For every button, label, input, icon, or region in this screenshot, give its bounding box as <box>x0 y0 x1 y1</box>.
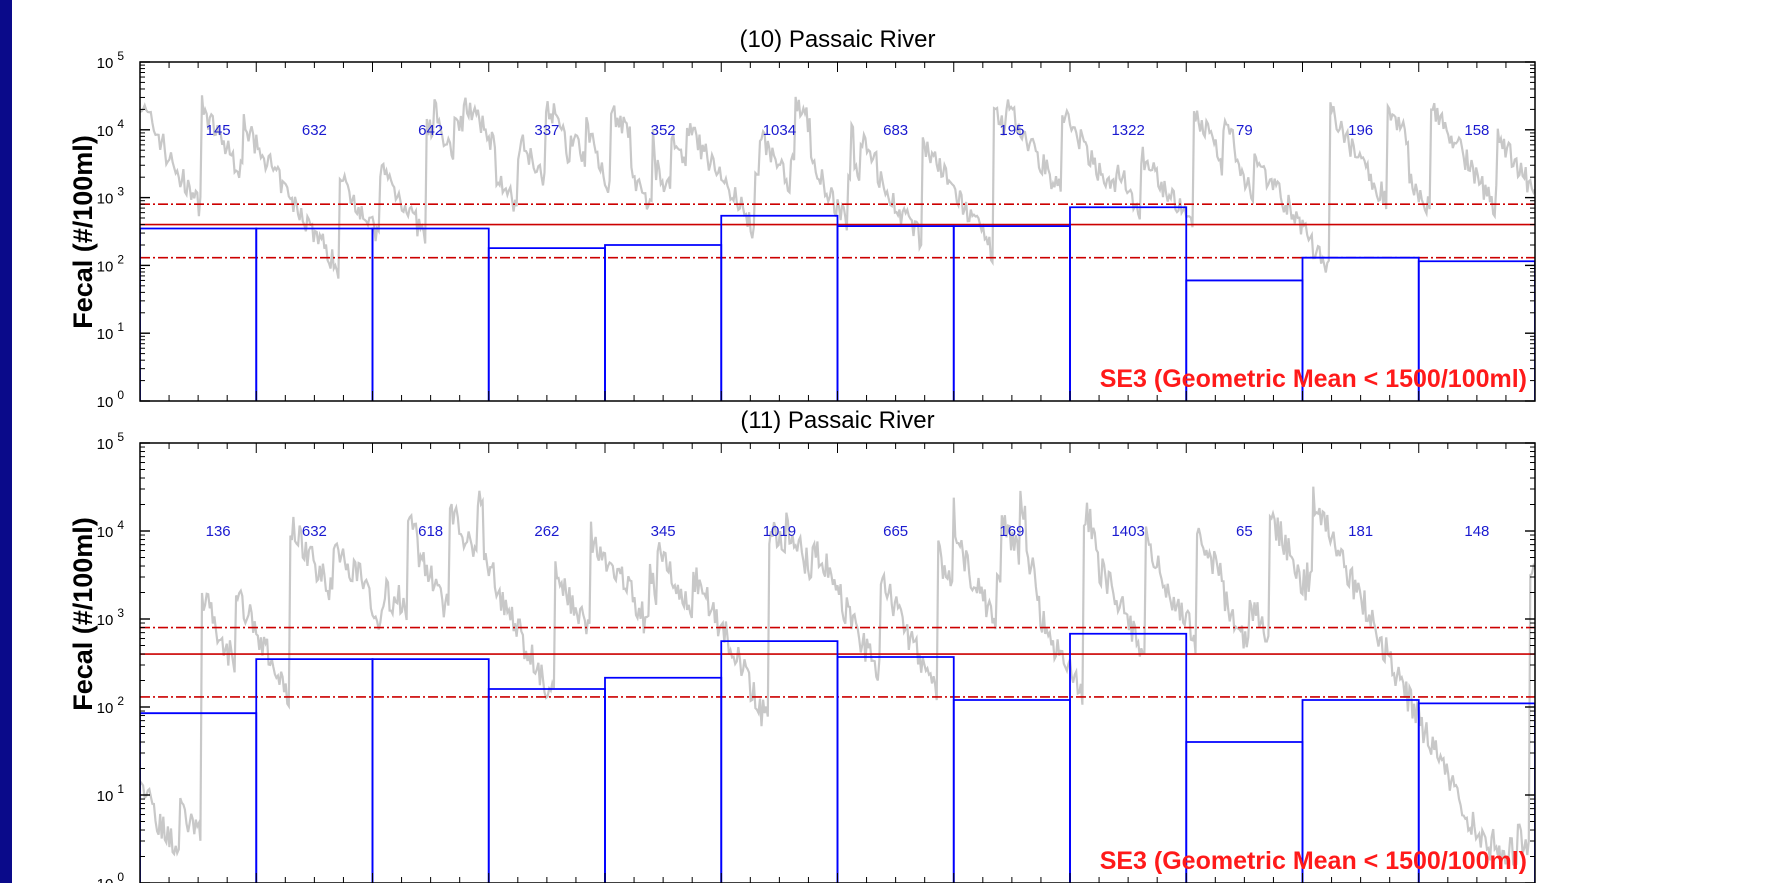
plot-area <box>140 486 1535 883</box>
period-count-11: 196 <box>1348 122 1373 139</box>
period-count-9: 1403 <box>1111 523 1144 540</box>
geometric-mean-bar-7 <box>836 225 955 401</box>
standard-annotation: SE3 (Geometric Mean < 1500/100ml) <box>1100 847 1527 875</box>
figure-frame: 10 0 10 1 10 2 10 3 10 4 10 5 (10) Passaic River Feca… <box>12 0 1769 883</box>
geometric-mean-bar-5 <box>604 244 723 401</box>
period-count-8: 195 <box>999 122 1024 139</box>
chart-title: (10) Passaic River <box>739 26 935 53</box>
period-count-10: 79 <box>1236 122 1253 139</box>
period-count-2: 632 <box>302 523 327 540</box>
plot-area <box>140 95 1535 401</box>
period-count-7: 683 <box>883 122 908 139</box>
period-count-11: 181 <box>1348 523 1373 540</box>
period-count-12: 158 <box>1464 122 1489 139</box>
y-tick-label: 10 2 <box>97 252 125 275</box>
period-count-5: 352 <box>651 122 676 139</box>
y-tick-label: 10 3 <box>97 185 125 208</box>
y-tick-label: 10 4 <box>97 117 125 140</box>
geometric-mean-bar-6 <box>720 214 839 401</box>
y-tick-label: 10 5 <box>97 430 125 453</box>
y-tick-label: 10 2 <box>97 694 125 717</box>
geometric-mean-bar-4 <box>487 688 606 883</box>
period-count-4: 337 <box>534 122 559 139</box>
y-axis-label: Fecal (#/100ml) <box>68 517 98 711</box>
period-count-1: 136 <box>206 523 231 540</box>
period-count-6: 1019 <box>763 523 796 540</box>
period-count-10: 65 <box>1236 523 1253 540</box>
period-count-8: 169 <box>999 523 1024 540</box>
fecal-time-series <box>140 486 1535 869</box>
geometric-mean-bar-2 <box>255 227 374 401</box>
standard-annotation: SE3 (Geometric Mean < 1500/100ml) <box>1100 365 1527 393</box>
chart-panel-2: 100 101 102 103 104 105 (11) Passaic River Feca… <box>68 407 1536 883</box>
geometric-mean-bar-9 <box>1069 632 1188 883</box>
geometric-mean-bar-5 <box>604 676 723 883</box>
geometric-mean-bar-3 <box>371 227 490 401</box>
geometric-mean-bar-1 <box>140 227 258 401</box>
period-count-4: 262 <box>534 523 559 540</box>
period-count-7: 665 <box>883 523 908 540</box>
geometric-mean-bar-8 <box>952 225 1071 401</box>
period-count-3: 618 <box>418 523 443 540</box>
period-count-2: 632 <box>302 122 327 139</box>
geometric-mean-bar-1 <box>140 712 258 883</box>
y-tick-label: 100 <box>97 870 125 883</box>
y-tick-label: 10 1 <box>97 782 125 805</box>
y-tick-label: 10 1 <box>97 320 125 343</box>
geometric-mean-bar-8 <box>952 699 1071 883</box>
y-tick-label: 10 3 <box>97 606 125 629</box>
y-tick-label: 10 4 <box>97 518 125 541</box>
period-count-12: 148 <box>1464 523 1489 540</box>
geometric-mean-bar-2 <box>255 658 374 883</box>
chart-title: (11) Passaic River <box>740 407 934 434</box>
period-count-6: 1034 <box>763 122 796 139</box>
geometric-mean-bar-3 <box>371 658 490 883</box>
geometric-mean-bar-12 <box>1417 260 1535 401</box>
period-count-1: 145 <box>206 122 231 139</box>
y-tick-label: 10 5 <box>97 49 125 72</box>
geometric-mean-bar-4 <box>487 247 606 401</box>
geometric-mean-bar-12 <box>1417 702 1535 883</box>
geometric-mean-bar-6 <box>720 640 839 883</box>
period-count-3: 642 <box>418 122 443 139</box>
period-count-5: 345 <box>651 523 676 540</box>
period-count-9: 1322 <box>1111 122 1144 139</box>
y-axis-label: Fecal (#/100ml) <box>68 135 98 329</box>
fecal-time-series <box>140 95 1535 279</box>
